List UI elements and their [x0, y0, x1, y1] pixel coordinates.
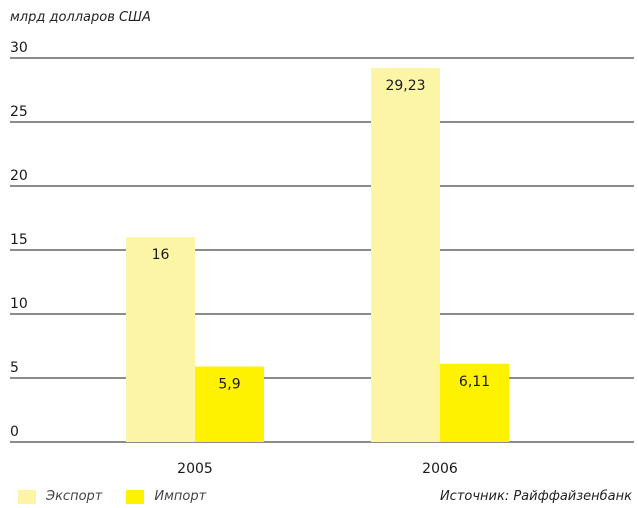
legend-item-import: Импорт [126, 489, 206, 504]
bar-import-2006 [440, 363, 509, 442]
y-tick-label-30: 30 [10, 40, 28, 56]
y-tick-label-25: 25 [10, 104, 28, 120]
legend-swatch-import [126, 489, 145, 504]
value-label-import-2006: 6,11 [459, 374, 490, 390]
gridlines [10, 57, 634, 443]
y-tick-label-5: 5 [10, 360, 19, 376]
x-tick-label-2006: 2006 [422, 461, 458, 477]
bar-export-2006 [371, 67, 440, 442]
y-tick-label-0: 0 [10, 424, 19, 440]
legend-label-import: Импорт [154, 489, 207, 504]
y-tick-label-10: 10 [10, 296, 28, 312]
x-tick-label-2005: 2005 [177, 461, 213, 477]
value-label-export-2006: 29,23 [385, 78, 425, 94]
y-tick-label-15: 15 [10, 232, 28, 248]
source-note: Источник: Райффайзенбанк [439, 489, 632, 504]
legend-swatch-export [18, 489, 36, 504]
value-label-export-2005: 16 [152, 247, 170, 263]
x-tick-labels: 2005 2006 [177, 461, 458, 477]
legend-label-export: Экспорт [46, 489, 103, 504]
bar-import-2005 [195, 366, 264, 442]
value-labels: 16 5,9 29,23 6,11 [152, 78, 491, 393]
legend: Экспорт Импорт [18, 489, 230, 504]
value-label-import-2005: 5,9 [218, 376, 240, 392]
bar-export-2005 [126, 237, 195, 442]
y-tick-label-20: 20 [10, 168, 28, 184]
y-tick-labels: 0 5 10 15 20 25 30 [10, 40, 28, 440]
legend-item-export: Экспорт [18, 489, 102, 504]
bars [126, 67, 509, 442]
y-axis-unit-label: млрд долларов США [10, 10, 151, 25]
